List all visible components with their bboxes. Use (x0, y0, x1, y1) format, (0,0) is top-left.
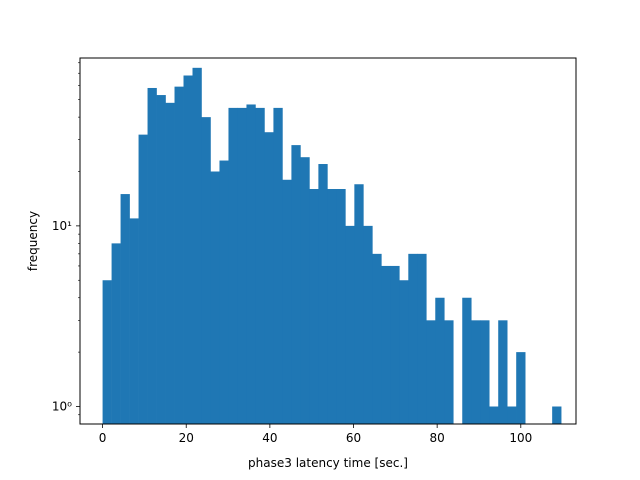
histogram-bar (183, 75, 193, 424)
histogram-bar (462, 297, 472, 424)
histogram-bar (309, 189, 319, 424)
histogram-bar (273, 107, 283, 424)
histogram-bar (471, 320, 481, 424)
y-tick-label: 10⁰ (52, 399, 72, 413)
histogram-bar (345, 225, 355, 424)
x-tick-label: 80 (430, 431, 445, 445)
histogram-bar (327, 189, 337, 424)
plot-frame (79, 57, 577, 425)
x-tick-label: 60 (346, 431, 361, 445)
histogram-bar (480, 320, 490, 424)
histogram-bar (192, 67, 202, 424)
histogram-bar (552, 406, 562, 424)
histogram-bar (444, 320, 454, 424)
histogram-bar (219, 160, 229, 425)
histogram-bar (246, 104, 256, 424)
histogram-bar (417, 253, 427, 424)
histogram-bar (147, 87, 157, 424)
histogram-bar (408, 253, 418, 424)
histogram-bar (174, 86, 184, 424)
histogram-bar (363, 225, 373, 424)
x-tick-label: 0 (99, 431, 107, 445)
histogram-bar (498, 320, 508, 424)
histogram-bar (390, 265, 400, 424)
histogram-bar (111, 243, 121, 424)
bars-group (102, 67, 562, 425)
histogram-bar (354, 184, 364, 424)
histogram-bar (165, 102, 175, 424)
histogram-bar (426, 320, 436, 424)
histogram-bar (129, 218, 139, 424)
histogram-bar (237, 107, 247, 424)
histogram-bar (399, 280, 409, 424)
histogram-bar (156, 95, 166, 425)
y-tick-label: 10¹ (52, 219, 72, 233)
histogram-bar (372, 253, 382, 424)
histogram-bar (300, 157, 310, 424)
histogram-bar (291, 145, 301, 425)
histogram-bar (282, 179, 292, 424)
x-tick-label: 100 (509, 431, 532, 445)
x-axis-ticks: 0 20 40 60 80 100 (99, 424, 532, 445)
histogram-bar (489, 406, 499, 424)
histogram-bar (381, 265, 391, 424)
histogram-bar (336, 189, 346, 424)
y-axis-ticks: 10⁰ 10¹ (52, 62, 80, 416)
x-tick-label: 20 (179, 431, 194, 445)
histogram-bar (264, 132, 274, 424)
histogram-bar (228, 107, 238, 424)
histogram-bar (120, 194, 130, 424)
histogram-bar (201, 117, 211, 424)
y-axis-label: frequency (26, 211, 40, 271)
histogram-bar (435, 297, 445, 424)
x-tick-label: 40 (262, 431, 277, 445)
histogram-bar (516, 352, 526, 424)
histogram-bar (102, 280, 112, 424)
histogram-bar (138, 134, 148, 424)
x-axis-label: phase3 latency time [sec.] (248, 456, 408, 470)
histogram-bar (210, 171, 220, 424)
histogram-bar (255, 107, 265, 424)
histogram-bar (507, 406, 517, 424)
histogram-bar (318, 164, 328, 424)
